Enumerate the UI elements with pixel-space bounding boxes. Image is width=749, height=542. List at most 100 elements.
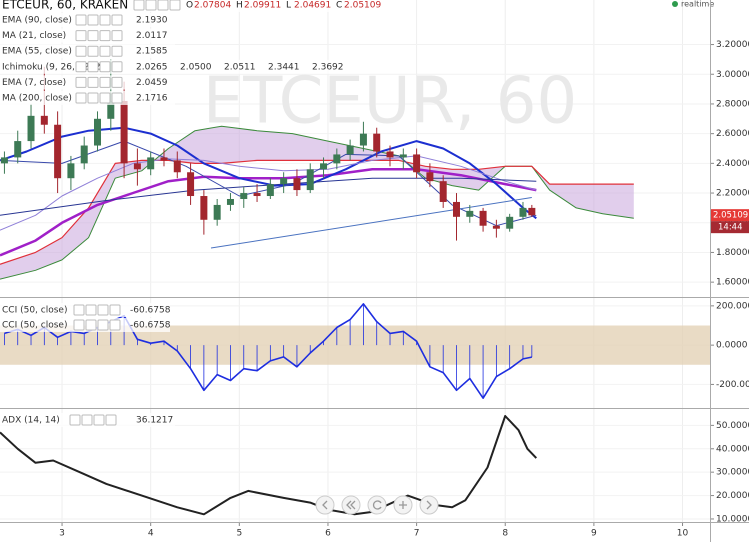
- legend-icon[interactable]: [75, 45, 87, 57]
- legend-icon[interactable]: [157, 0, 169, 11]
- nav-icon: [322, 500, 328, 510]
- legend-icon[interactable]: [111, 61, 123, 73]
- legend-icon[interactable]: [99, 45, 111, 57]
- candle-body: [413, 154, 421, 173]
- y-tick-label: 2.60000: [716, 129, 749, 139]
- status: realtime: [681, 0, 714, 9]
- time-tag: 14:44: [718, 223, 743, 233]
- legend-icon[interactable]: [85, 304, 97, 316]
- legend-icon[interactable]: [75, 30, 87, 42]
- candle-body: [492, 225, 500, 229]
- candle-body: [0, 157, 8, 164]
- y-tick-label: 50.0000: [716, 421, 749, 431]
- legend-icon[interactable]: [87, 45, 99, 57]
- y-tick-label: 200.0000: [716, 301, 749, 311]
- ohlc-letter: C: [336, 1, 342, 11]
- nav-button[interactable]: [315, 495, 335, 515]
- watermark: ETCEUR, 60: [203, 65, 577, 139]
- legend-name: EMA (7, close): [2, 78, 66, 88]
- legend-icon[interactable]: [99, 61, 111, 73]
- y-tick-label: 1.60000: [716, 278, 749, 288]
- legend-name: ADX (14, 14): [2, 416, 60, 426]
- legend-icon[interactable]: [87, 61, 99, 73]
- candle-body: [133, 163, 141, 170]
- legend-icon[interactable]: [109, 304, 121, 316]
- legend-icon[interactable]: [111, 30, 123, 42]
- candle-body: [187, 172, 195, 197]
- cloud-fill: [0, 126, 634, 280]
- candle-body: [466, 210, 474, 217]
- legend-icon[interactable]: [85, 319, 97, 331]
- legend-icon[interactable]: [99, 14, 111, 26]
- candle-body: [226, 198, 234, 205]
- legend-icon[interactable]: [99, 92, 111, 104]
- legend-value: 36.1217: [136, 416, 173, 426]
- y-tick-label: 20.0000: [716, 491, 749, 501]
- legend-value: 2.0459: [136, 78, 168, 88]
- legend-icon[interactable]: [93, 414, 105, 426]
- y-tick-label: 1.80000: [716, 248, 749, 258]
- legend-icon[interactable]: [75, 76, 87, 88]
- legend-background: [0, 0, 370, 12]
- legend-icon[interactable]: [75, 92, 87, 104]
- legend-icon[interactable]: [111, 14, 123, 26]
- legend-icon[interactable]: [111, 76, 123, 88]
- legend-value: -60.6758: [130, 321, 171, 331]
- legend-icon[interactable]: [87, 14, 99, 26]
- candle-body: [320, 163, 328, 170]
- candle-body: [386, 151, 394, 158]
- candle-body: [506, 216, 514, 229]
- x-tick-label: 8: [502, 529, 508, 539]
- legend-icon[interactable]: [145, 0, 157, 11]
- legend-icon[interactable]: [75, 14, 87, 26]
- legend-icon[interactable]: [87, 92, 99, 104]
- legend-icon[interactable]: [73, 304, 85, 316]
- candle-body: [280, 178, 288, 185]
- candle-body: [293, 178, 301, 191]
- candle-body: [213, 204, 221, 220]
- legend-icon[interactable]: [87, 30, 99, 42]
- nav-button[interactable]: [367, 495, 387, 515]
- legend-icon[interactable]: [97, 304, 109, 316]
- legend-icon[interactable]: [75, 61, 87, 73]
- legend-background: [0, 318, 170, 332]
- legend-icon[interactable]: [81, 414, 93, 426]
- candle-body: [14, 141, 22, 158]
- legend-background: [0, 303, 170, 317]
- candle-body: [426, 172, 434, 182]
- legend-icon[interactable]: [133, 0, 145, 11]
- candle-body: [333, 154, 341, 164]
- legend-icon[interactable]: [99, 30, 111, 42]
- cloud-span-b: [0, 159, 634, 265]
- candle-body: [80, 145, 88, 164]
- legend-name: CCI (50, close): [2, 321, 67, 331]
- legend-icon[interactable]: [99, 76, 111, 88]
- chart-title: ETCEUR, 60, KRAKEN: [2, 0, 128, 12]
- legend-icon[interactable]: [111, 92, 123, 104]
- candle-body: [399, 154, 407, 158]
- legend-icon[interactable]: [109, 319, 121, 331]
- ohlc-letter: O: [186, 1, 193, 11]
- nav-button[interactable]: [419, 495, 439, 515]
- trendline: [210, 197, 532, 249]
- ohlc-letter: H: [236, 1, 243, 11]
- legend-icon[interactable]: [105, 414, 117, 426]
- ohlc-value: 2.09911: [244, 1, 281, 11]
- candle-body: [266, 184, 274, 197]
- legend-value: 2.1930: [136, 16, 168, 26]
- legend-icon[interactable]: [111, 45, 123, 57]
- legend-icon[interactable]: [97, 319, 109, 331]
- legend-icon[interactable]: [87, 76, 99, 88]
- legend-icon[interactable]: [169, 0, 181, 11]
- y-tick-label: 30.0000: [716, 468, 749, 478]
- legend-name: Ichimoku (9, 26, 52, 26): [2, 62, 110, 72]
- nav-icon: [426, 500, 432, 510]
- status-dot: [672, 1, 678, 7]
- y-tick-label: 0.0000: [716, 341, 748, 351]
- legend-icon[interactable]: [69, 414, 81, 426]
- legend-name: CCI (50, close): [2, 306, 67, 316]
- candle-body: [346, 145, 354, 155]
- legend-icon[interactable]: [73, 319, 85, 331]
- legend-value: 2.0511: [224, 62, 256, 72]
